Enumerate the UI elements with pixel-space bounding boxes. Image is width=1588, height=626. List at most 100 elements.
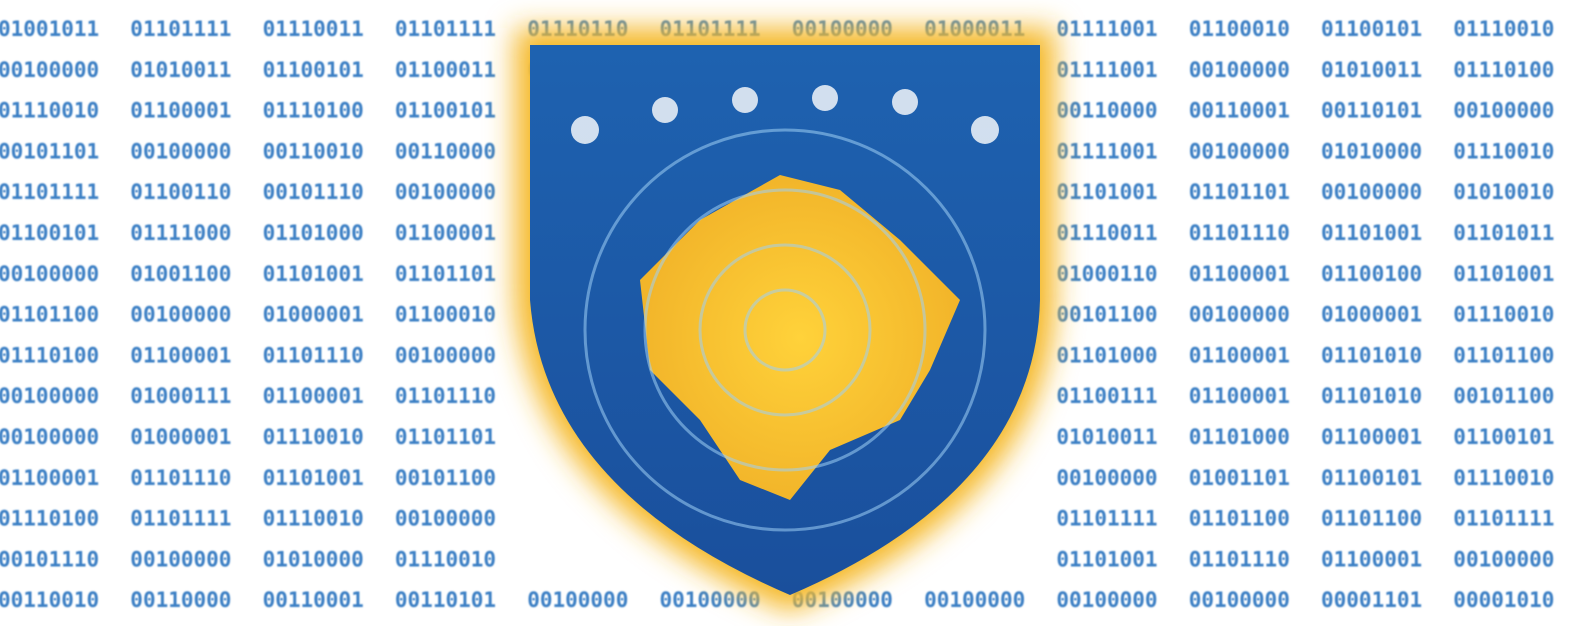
binary-word: 01101110 — [130, 466, 231, 490]
binary-word: 01101001 — [1056, 180, 1157, 204]
binary-word: 01101000 — [263, 221, 364, 245]
binary-word: 01100001 — [1189, 262, 1290, 286]
binary-word: 01101001 — [263, 466, 364, 490]
binary-word: 01100101 — [1321, 17, 1422, 41]
binary-word: 01110010 — [1453, 466, 1554, 490]
binary-word: 00100000 — [0, 384, 99, 408]
binary-word: 00100000 — [1189, 139, 1290, 163]
binary-word: 00110001 — [263, 588, 364, 612]
binary-word: 01101011 — [1453, 221, 1554, 245]
binary-word: 01101101 — [395, 425, 496, 449]
binary-word: 00110001 — [1189, 99, 1290, 123]
binary-word: 01101110 — [263, 343, 364, 367]
binary-word: 01111000 — [130, 221, 231, 245]
binary-word: 01000001 — [130, 425, 231, 449]
binary-word: 00100000 — [395, 507, 496, 531]
binary-word: 00110101 — [395, 588, 496, 612]
binary-word: 00100000 — [130, 303, 231, 327]
binary-word: 01110010 — [0, 99, 99, 123]
binary-word: 00101100 — [1453, 384, 1554, 408]
binary-word: 01111001 — [1056, 17, 1157, 41]
binary-word: 01010011 — [130, 58, 231, 82]
binary-word: 01101001 — [1056, 547, 1157, 571]
binary-word: 01110010 — [1453, 139, 1554, 163]
binary-word: 00001010 — [1453, 588, 1554, 612]
binary-word: 00100000 — [395, 343, 496, 367]
binary-word: 00100000 — [1321, 180, 1422, 204]
binary-word: 01000110 — [1056, 262, 1157, 286]
binary-word: 00110010 — [0, 588, 99, 612]
binary-word: 01100001 — [263, 384, 364, 408]
binary-word: 01100101 — [1321, 466, 1422, 490]
binary-word: 01110011 — [263, 17, 364, 41]
binary-word: 00101110 — [263, 180, 364, 204]
binary-word: 00100000 — [0, 58, 99, 82]
binary-word: 00100000 — [1189, 588, 1290, 612]
binary-word: 00110000 — [1056, 99, 1157, 123]
binary-word: 01100101 — [0, 221, 99, 245]
binary-word: 01100001 — [395, 221, 496, 245]
binary-word: 01101100 — [0, 303, 99, 327]
binary-word: 01100100 — [1321, 262, 1422, 286]
binary-word: 00100000 — [0, 262, 99, 286]
binary-word: 01100001 — [0, 466, 99, 490]
binary-word: 00101101 — [0, 139, 99, 163]
binary-word: 00100000 — [660, 588, 761, 612]
binary-word: 00100000 — [1453, 547, 1554, 571]
binary-word: 00110000 — [395, 139, 496, 163]
binary-word: 01101111 — [1056, 507, 1157, 531]
binary-word: 00100000 — [527, 588, 628, 612]
binary-word: 01100001 — [1189, 343, 1290, 367]
binary-word: 01110010 — [1453, 303, 1554, 327]
binary-word: 01101001 — [1453, 262, 1554, 286]
binary-word: 00101110 — [0, 547, 99, 571]
binary-word: 00110010 — [263, 139, 364, 163]
binary-word: 01100001 — [130, 343, 231, 367]
binary-word: 01101111 — [130, 507, 231, 531]
binary-word: 01100001 — [130, 99, 231, 123]
binary-word: 01010000 — [263, 547, 364, 571]
binary-word: 00110000 — [130, 588, 231, 612]
binary-word: 01101100 — [1453, 343, 1554, 367]
binary-word: 01100001 — [1321, 425, 1422, 449]
binary-word: 01110010 — [263, 425, 364, 449]
binary-word: 01100101 — [1453, 425, 1554, 449]
binary-word: 00100000 — [0, 425, 99, 449]
binary-word: 01110100 — [1453, 58, 1554, 82]
binary-word: 01101101 — [395, 262, 496, 286]
binary-word: 00100000 — [1056, 588, 1157, 612]
binary-word: 01101000 — [1056, 343, 1157, 367]
binary-word: 01000111 — [130, 384, 231, 408]
binary-word: 01010011 — [1056, 425, 1157, 449]
binary-word: 00100000 — [130, 547, 231, 571]
binary-word: 01000001 — [263, 303, 364, 327]
binary-word: 00100000 — [1056, 466, 1157, 490]
binary-word: 01100011 — [395, 58, 496, 82]
binary-word: 01100101 — [395, 99, 496, 123]
binary-word: 00100000 — [130, 139, 231, 163]
binary-word: 00101100 — [1056, 303, 1157, 327]
binary-word: 01101111 — [0, 180, 99, 204]
binary-word: 01101010 — [1321, 343, 1422, 367]
binary-word: 01101110 — [1189, 547, 1290, 571]
binary-word: 00100000 — [924, 588, 1025, 612]
binary-word: 01101010 — [1321, 384, 1422, 408]
binary-word: 01100111 — [1056, 384, 1157, 408]
binary-word: 01100010 — [395, 303, 496, 327]
binary-word: 01010011 — [1321, 58, 1422, 82]
binary-word: 00100000 — [1189, 58, 1290, 82]
binary-word: 01101110 — [395, 384, 496, 408]
shield-emblem — [515, 28, 1055, 612]
binary-word: 01110100 — [0, 343, 99, 367]
binary-word: 01101100 — [1321, 507, 1422, 531]
binary-word: 01101001 — [263, 262, 364, 286]
binary-word: 01100110 — [130, 180, 231, 204]
binary-word: 01010000 — [1321, 139, 1422, 163]
binary-word: 00101100 — [395, 466, 496, 490]
binary-word: 01111001 — [1056, 58, 1157, 82]
binary-word: 01110010 — [263, 507, 364, 531]
binary-word: 01000001 — [1321, 303, 1422, 327]
binary-word: 01110010 — [395, 547, 496, 571]
binary-word: 01001100 — [130, 262, 231, 286]
